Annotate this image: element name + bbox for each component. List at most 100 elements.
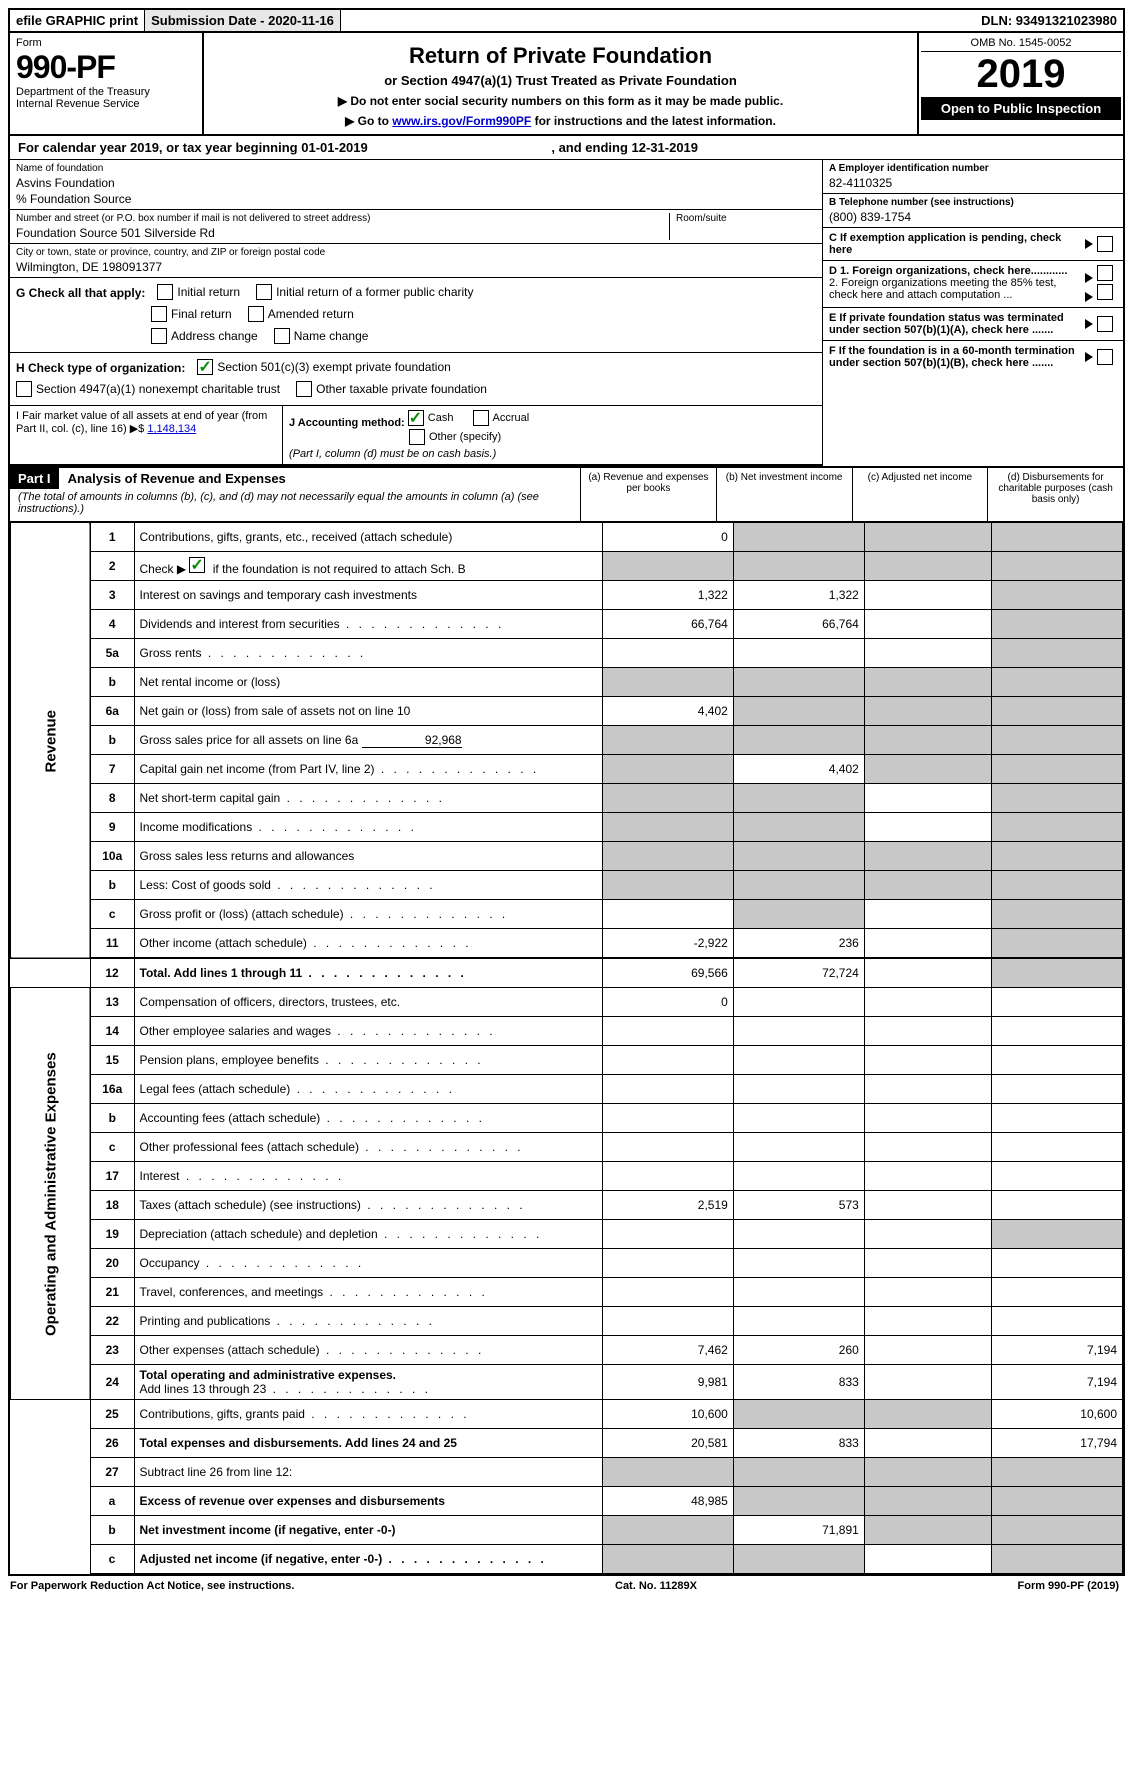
table-row: Revenue 1 Contributions, gifts, grants, … bbox=[11, 523, 1123, 552]
chk-initial[interactable] bbox=[157, 284, 173, 300]
table-row: 4Dividends and interest from securities6… bbox=[11, 610, 1123, 639]
chk-c[interactable] bbox=[1097, 236, 1113, 252]
chk-d1[interactable] bbox=[1097, 265, 1113, 281]
form-title: Return of Private Foundation bbox=[210, 43, 911, 69]
chk-amended[interactable] bbox=[248, 306, 264, 322]
chk-cash[interactable] bbox=[408, 410, 424, 426]
fmv-value: 1,148,134 bbox=[147, 423, 196, 435]
foundation-name: Asvins Foundation bbox=[16, 174, 816, 190]
chk-initial-former[interactable] bbox=[256, 284, 272, 300]
part1-title: Analysis of Revenue and Expenses bbox=[62, 471, 286, 486]
city-cell: City or town, state or province, country… bbox=[10, 244, 822, 278]
form-label: Form bbox=[16, 37, 196, 49]
table-row: Operating and Administrative Expenses 13… bbox=[11, 988, 1123, 1017]
open-public-label: Open to Public Inspection bbox=[921, 97, 1121, 120]
chk-accrual[interactable] bbox=[473, 410, 489, 426]
table-row: bAccounting fees (attach schedule) bbox=[11, 1104, 1123, 1133]
section-ij: I Fair market value of all assets at end… bbox=[10, 406, 822, 466]
chk-other-taxable[interactable] bbox=[296, 381, 312, 397]
room-label: Room/suite bbox=[676, 213, 816, 224]
table-row: 26Total expenses and disbursements. Add … bbox=[11, 1429, 1123, 1458]
table-row: 7Capital gain net income (from Part IV, … bbox=[11, 755, 1123, 784]
table-row: cOther professional fees (attach schedul… bbox=[11, 1133, 1123, 1162]
table-row: 22Printing and publications bbox=[11, 1307, 1123, 1336]
ein-cell: A Employer identification number 82-4110… bbox=[823, 160, 1123, 194]
efile-label: efile GRAPHIC print bbox=[10, 10, 145, 31]
table-row: 2 Check ▶ if the foundation is not requi… bbox=[11, 552, 1123, 581]
arrow-icon bbox=[1085, 319, 1093, 329]
form-subtitle: or Section 4947(a)(1) Trust Treated as P… bbox=[210, 73, 911, 88]
section-c: C If exemption application is pending, c… bbox=[823, 228, 1123, 261]
arrow-icon bbox=[1085, 292, 1093, 302]
header-center: Return of Private Foundation or Section … bbox=[204, 33, 917, 134]
section-h: H Check type of organization: Section 50… bbox=[10, 353, 822, 406]
irs-link[interactable]: www.irs.gov/Form990PF bbox=[392, 114, 531, 128]
table-row: 21Travel, conferences, and meetings bbox=[11, 1278, 1123, 1307]
table-row: 27Subtract line 26 from line 12: bbox=[11, 1458, 1123, 1487]
table-row: 8Net short-term capital gain bbox=[11, 784, 1123, 813]
table-row: 20Occupancy bbox=[11, 1249, 1123, 1278]
chk-4947[interactable] bbox=[16, 381, 32, 397]
page-footer: For Paperwork Reduction Act Notice, see … bbox=[8, 1576, 1121, 1596]
chk-f[interactable] bbox=[1097, 349, 1113, 365]
section-g: G Check all that apply: Initial return I… bbox=[10, 278, 822, 353]
table-row: aExcess of revenue over expenses and dis… bbox=[11, 1487, 1123, 1516]
section-j: J Accounting method: Cash Accrual Other … bbox=[283, 406, 822, 464]
phone-value: (800) 839-1754 bbox=[829, 208, 1117, 224]
footer-left: For Paperwork Reduction Act Notice, see … bbox=[10, 1580, 294, 1592]
omb-number: OMB No. 1545-0052 bbox=[921, 35, 1121, 52]
col-b-head: (b) Net investment income bbox=[716, 468, 852, 521]
header-right: OMB No. 1545-0052 2019 Open to Public In… bbox=[917, 33, 1123, 134]
form-number: 990-PF bbox=[16, 49, 196, 86]
chk-501c3[interactable] bbox=[197, 359, 213, 375]
arrow-icon bbox=[1085, 239, 1093, 249]
dept-label: Department of the Treasury bbox=[16, 86, 196, 98]
table-row: 17Interest bbox=[11, 1162, 1123, 1191]
chk-sch-b[interactable] bbox=[189, 557, 205, 573]
chk-e[interactable] bbox=[1097, 316, 1113, 332]
part-label: Part I bbox=[10, 468, 59, 489]
table-row: 12Total. Add lines 1 through 1169,56672,… bbox=[11, 958, 1123, 988]
address-cell: Number and street (or P.O. box number if… bbox=[10, 210, 822, 244]
submission-date: Submission Date - 2020-11-16 bbox=[145, 10, 341, 31]
section-i: I Fair market value of all assets at end… bbox=[10, 406, 283, 464]
part1-desc: (The total of amounts in columns (b), (c… bbox=[10, 489, 580, 521]
table-row: 18Taxes (attach schedule) (see instructi… bbox=[11, 1191, 1123, 1220]
ein-value: 82-4110325 bbox=[829, 174, 1117, 190]
part1-header: Part I Analysis of Revenue and Expenses … bbox=[10, 468, 1123, 522]
chk-name-change[interactable] bbox=[274, 328, 290, 344]
top-bar: efile GRAPHIC print Submission Date - 20… bbox=[10, 10, 1123, 33]
revenue-expense-table: Revenue 1 Contributions, gifts, grants, … bbox=[10, 522, 1123, 1574]
right-checks: C If exemption application is pending, c… bbox=[823, 228, 1123, 466]
chk-other-method[interactable] bbox=[409, 429, 425, 445]
header-left: Form 990-PF Department of the Treasury I… bbox=[10, 33, 204, 134]
info-right: A Employer identification number 82-4110… bbox=[822, 160, 1123, 466]
table-row: 23Other expenses (attach schedule)7,4622… bbox=[11, 1336, 1123, 1365]
note-goto: ▶ Go to www.irs.gov/Form990PF for instru… bbox=[210, 114, 911, 128]
chk-final[interactable] bbox=[151, 306, 167, 322]
table-row: 3Interest on savings and temporary cash … bbox=[11, 581, 1123, 610]
chk-d2[interactable] bbox=[1097, 284, 1113, 300]
phone-cell: B Telephone number (see instructions) (8… bbox=[823, 194, 1123, 228]
tax-year: 2019 bbox=[921, 52, 1121, 97]
irs-label: Internal Revenue Service bbox=[16, 98, 196, 110]
section-f: F If the foundation is in a 60-month ter… bbox=[823, 341, 1123, 373]
arrow-icon bbox=[1085, 352, 1093, 362]
form-header: Form 990-PF Department of the Treasury I… bbox=[10, 33, 1123, 136]
street-address: Foundation Source 501 Silverside Rd bbox=[16, 224, 669, 240]
table-row: cAdjusted net income (if negative, enter… bbox=[11, 1545, 1123, 1574]
table-row: cGross profit or (loss) (attach schedule… bbox=[11, 900, 1123, 929]
table-row: bNet rental income or (loss) bbox=[11, 668, 1123, 697]
table-row: 15Pension plans, employee benefits bbox=[11, 1046, 1123, 1075]
table-row: bGross sales price for all assets on lin… bbox=[11, 726, 1123, 755]
arrow-icon bbox=[1085, 273, 1093, 283]
chk-address-change[interactable] bbox=[151, 328, 167, 344]
table-row: 6aNet gain or (loss) from sale of assets… bbox=[11, 697, 1123, 726]
calendar-year-row: For calendar year 2019, or tax year begi… bbox=[10, 136, 1123, 160]
care-of: % Foundation Source bbox=[16, 190, 816, 206]
table-row: 14Other employee salaries and wages bbox=[11, 1017, 1123, 1046]
revenue-label: Revenue bbox=[11, 523, 91, 959]
table-row: 24Total operating and administrative exp… bbox=[11, 1365, 1123, 1400]
footer-right: Form 990-PF (2019) bbox=[1018, 1580, 1119, 1592]
foundation-name-cell: Name of foundation Asvins Foundation % F… bbox=[10, 160, 822, 210]
